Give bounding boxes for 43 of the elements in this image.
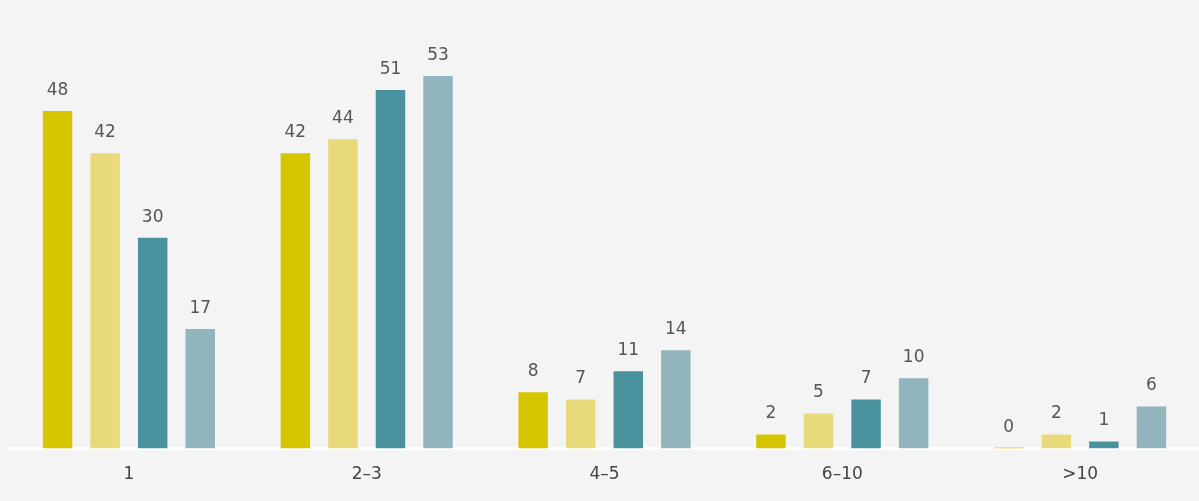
bar	[565, 399, 596, 449]
data-label: 42	[94, 121, 116, 142]
bar	[42, 111, 73, 449]
bar	[137, 237, 168, 449]
bar	[328, 139, 358, 449]
data-label: 1	[1098, 409, 1110, 430]
data-label: 5	[813, 381, 824, 402]
data-label: 6	[1146, 374, 1157, 395]
data-label: 2	[1050, 402, 1062, 423]
bar	[1041, 434, 1072, 449]
bar	[613, 371, 644, 449]
bar	[185, 329, 215, 449]
data-label: 44	[332, 107, 354, 128]
data-label: 53	[427, 43, 449, 64]
bar	[423, 75, 453, 449]
bar	[851, 399, 881, 449]
bar	[756, 434, 786, 449]
bar	[803, 413, 834, 449]
data-label: 11	[617, 339, 640, 360]
data-label: 42	[284, 121, 307, 142]
x-tick-label: 6–10	[821, 463, 863, 484]
data-label: 17	[189, 296, 212, 317]
data-label: 2	[765, 402, 777, 423]
data-label: 30	[141, 205, 164, 226]
data-label: 14	[665, 318, 687, 339]
bar	[375, 89, 406, 449]
bar	[661, 350, 691, 449]
bar	[280, 153, 311, 449]
x-tick-label: 1	[123, 463, 135, 484]
x-tick-label: 2–3	[351, 463, 382, 484]
data-label: 0	[1003, 415, 1015, 436]
data-label: 10	[902, 346, 925, 367]
bar	[898, 378, 929, 449]
data-label: 7	[575, 367, 587, 388]
x-tick-label: >10	[1062, 463, 1099, 484]
data-label: 8	[527, 360, 539, 381]
data-label: 7	[860, 367, 872, 388]
x-tick-label: 4–5	[589, 463, 620, 484]
data-label: 48	[46, 78, 69, 99]
bar	[1136, 406, 1167, 449]
data-label: 51	[379, 57, 402, 78]
bar	[90, 153, 120, 449]
bar	[518, 392, 548, 449]
